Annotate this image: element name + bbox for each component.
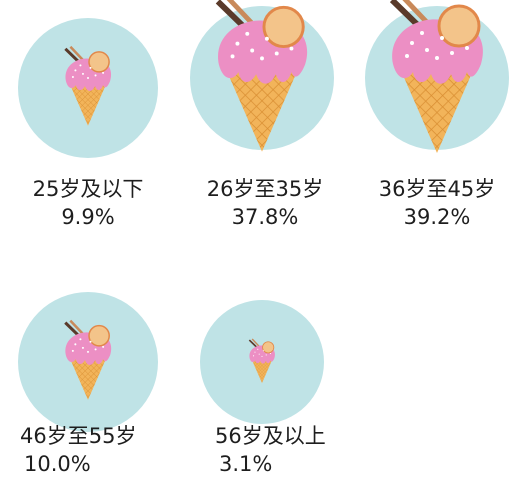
- sprinkle: [420, 31, 424, 35]
- cone: [224, 66, 300, 152]
- cone: [68, 355, 108, 400]
- sprinkle: [258, 353, 260, 355]
- ice-cream: [389, 0, 483, 153]
- sprinkle: [245, 31, 250, 36]
- sprinkle: [102, 71, 105, 74]
- value-label: 10.0%: [24, 452, 91, 476]
- sprinkle: [94, 348, 97, 351]
- sprinkle: [81, 72, 84, 75]
- value-label: 3.1%: [219, 452, 272, 476]
- sprinkle: [102, 345, 105, 348]
- sprinkle: [410, 41, 414, 45]
- sprinkle: [94, 74, 97, 77]
- value-label: 9.9%: [61, 205, 114, 229]
- sprinkle: [230, 54, 235, 59]
- sprinkle: [254, 351, 256, 353]
- sprinkle: [269, 353, 271, 355]
- value-label: 39.2%: [404, 205, 471, 229]
- category-label: 26岁至35岁: [207, 177, 323, 201]
- sprinkle: [89, 340, 92, 343]
- sprinkle: [71, 349, 74, 352]
- topping: [262, 341, 275, 354]
- category-label: 25岁及以下: [33, 177, 144, 201]
- ice-cream: [215, 0, 308, 152]
- topping: [88, 51, 110, 73]
- topping: [88, 324, 110, 347]
- cone: [251, 358, 273, 384]
- ice-cream: [64, 45, 112, 126]
- sprinkle: [274, 51, 279, 56]
- category-label: 46岁至55岁: [20, 424, 136, 448]
- cone: [68, 81, 108, 126]
- topping: [437, 4, 481, 48]
- category-label: 56岁及以上: [215, 424, 326, 448]
- sprinkle: [74, 343, 77, 346]
- sprinkle: [79, 64, 82, 67]
- sprinkle: [405, 54, 409, 58]
- sprinkle: [465, 46, 469, 50]
- sprinkle: [450, 51, 454, 55]
- sprinkle: [250, 48, 255, 53]
- ice-cream: [248, 338, 275, 384]
- sprinkle: [265, 354, 267, 356]
- value-label: 37.8%: [232, 205, 299, 229]
- sprinkle: [260, 56, 264, 61]
- sprinkle: [289, 46, 294, 51]
- sprinkle: [86, 76, 90, 79]
- topping: [262, 5, 305, 49]
- sprinkle: [253, 355, 255, 357]
- sprinkle: [235, 41, 240, 46]
- category-label: 36岁至45岁: [379, 177, 495, 201]
- sprinkle: [262, 350, 264, 352]
- sprinkle: [435, 56, 439, 60]
- sprinkle: [264, 36, 269, 41]
- ice-cream: [64, 319, 112, 400]
- sprinkle: [71, 75, 74, 78]
- sprinkle: [425, 48, 429, 52]
- sprinkle: [86, 350, 90, 353]
- sprinkle: [81, 346, 84, 349]
- sprinkle: [74, 69, 77, 72]
- sprinkle: [261, 355, 263, 357]
- sprinkle: [79, 338, 82, 341]
- cone: [399, 66, 475, 153]
- sprinkle: [440, 36, 444, 40]
- sprinkle: [257, 348, 259, 350]
- sprinkle: [89, 66, 92, 69]
